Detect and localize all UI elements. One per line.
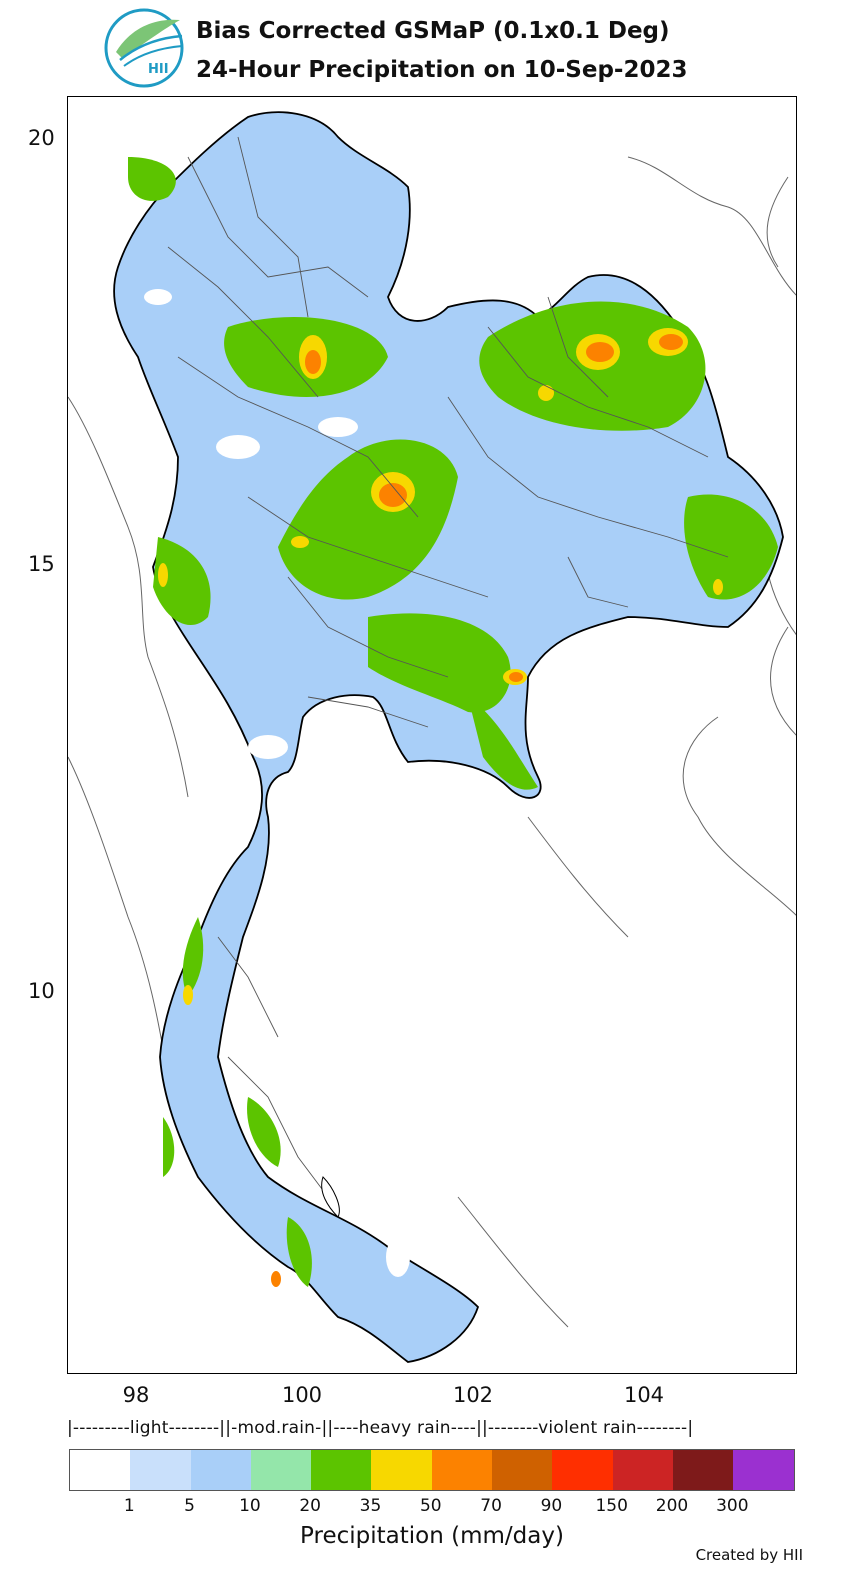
color-bar-tick-label: 10	[239, 1496, 261, 1516]
y-tick-label: 10	[28, 979, 55, 1003]
moderate-rain-areas	[128, 157, 778, 1287]
color-bar-tick-label: 200	[655, 1496, 689, 1516]
color-bar-tick-label: 1	[123, 1496, 135, 1516]
color-bar-tick-label: 150	[595, 1496, 628, 1516]
color-bar-tick-label: 5	[184, 1496, 195, 1516]
color-bar-swatch	[130, 1450, 191, 1490]
color-bar-swatch	[431, 1450, 493, 1490]
color-bar-swatch	[733, 1450, 794, 1490]
no-rain-areas	[144, 289, 410, 1277]
hii-logo: HII	[102, 6, 186, 90]
color-bar-swatch	[371, 1450, 432, 1490]
color-bar-swatch	[70, 1450, 131, 1490]
map-subtitle: 24-Hour Precipitation on 10-Sep-2023	[196, 57, 688, 83]
color-bar-tick-label: 90	[540, 1496, 563, 1516]
color-bar-tick-label: 50	[419, 1496, 442, 1516]
color-bar-swatch	[672, 1450, 734, 1490]
color-bar-swatch	[311, 1450, 372, 1490]
legend-categories: |---------light--------||-mod.rain-||---…	[67, 1418, 694, 1438]
thailand-landmass	[113, 111, 784, 1363]
credit-text: Created by HII	[695, 1546, 803, 1564]
svg-text:HII: HII	[148, 62, 169, 77]
x-tick-label: 98	[122, 1383, 150, 1407]
color-bar-tick-label: 20	[299, 1496, 321, 1516]
y-tick-label: 20	[28, 126, 55, 150]
color-bar-label: Precipitation (mm/day)	[300, 1523, 564, 1549]
map-title: Bias Corrected GSMaP (0.1x0.1 Deg)	[196, 18, 670, 44]
x-tick-label: 102	[452, 1383, 494, 1407]
color-bar-tick-label: 70	[480, 1496, 502, 1516]
color-bar	[69, 1449, 795, 1491]
heavy-rain-cores	[158, 328, 723, 1287]
color-bar-swatch	[250, 1450, 312, 1490]
color-bar-tick-label: 300	[716, 1496, 749, 1516]
province-boundaries	[167, 136, 729, 1198]
color-bar-swatch	[552, 1450, 613, 1490]
x-tick-label: 100	[281, 1383, 323, 1407]
color-bar-swatch	[190, 1450, 251, 1490]
color-bar-swatch	[492, 1450, 553, 1490]
color-bar-swatch	[612, 1450, 673, 1490]
y-tick-label: 15	[28, 552, 55, 576]
x-tick-label: 104	[623, 1383, 665, 1407]
color-bar-tick-label: 35	[359, 1496, 382, 1516]
precipitation-map	[67, 96, 797, 1374]
